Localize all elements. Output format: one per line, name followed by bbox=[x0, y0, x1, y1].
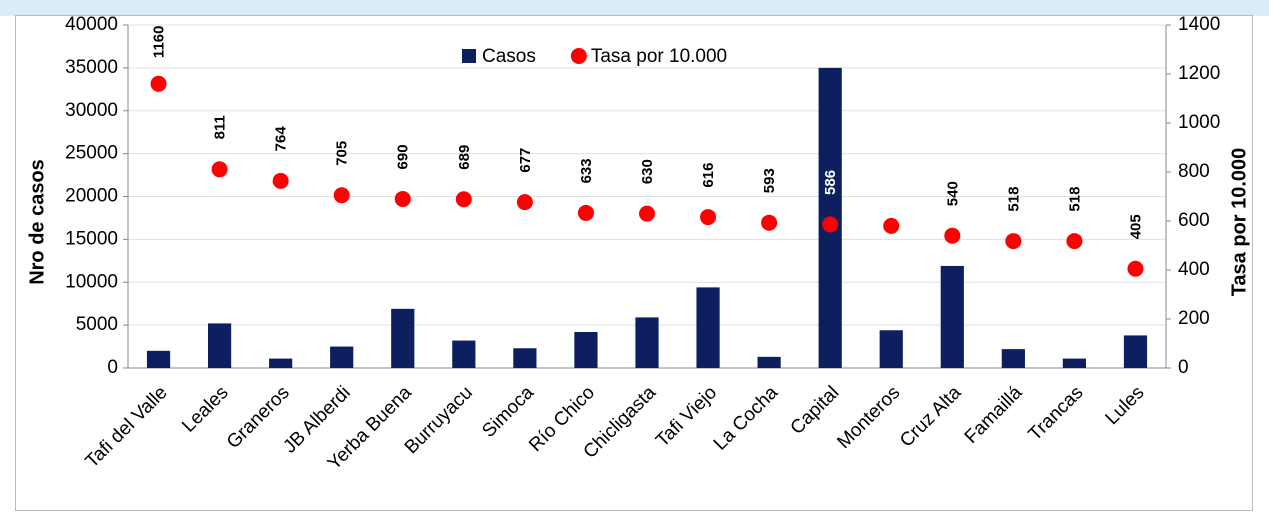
data-label: 586 bbox=[822, 170, 839, 195]
y2-tick-label: 200 bbox=[1178, 308, 1210, 329]
bar bbox=[696, 287, 720, 368]
rate-point bbox=[516, 194, 533, 211]
bar bbox=[574, 331, 598, 368]
rate-point bbox=[577, 204, 594, 221]
data-label: 705 bbox=[334, 141, 351, 166]
rate-point bbox=[700, 209, 717, 226]
data-label: 690 bbox=[395, 144, 412, 169]
data-label: 593 bbox=[761, 168, 778, 193]
bar bbox=[1062, 358, 1087, 368]
bar bbox=[330, 346, 354, 368]
y-tick-label: 5000 bbox=[76, 314, 118, 335]
data-label: 633 bbox=[578, 158, 595, 183]
rate-point bbox=[150, 75, 167, 92]
x-tick-label: La Cocha bbox=[710, 382, 783, 455]
data-label: 518 bbox=[1066, 187, 1083, 212]
x-tick-label: Capital bbox=[787, 382, 844, 439]
data-label: 677 bbox=[517, 148, 534, 173]
y-tick-label: 40000 bbox=[65, 14, 118, 35]
x-tick-label: Monteros bbox=[833, 382, 904, 453]
rate-point bbox=[1066, 233, 1083, 250]
chart-frame bbox=[15, 15, 1253, 511]
rate-point bbox=[822, 216, 839, 233]
y2-tick-label: 1200 bbox=[1178, 63, 1220, 84]
y-tick-label: 30000 bbox=[65, 100, 118, 121]
legend-swatch bbox=[462, 49, 476, 63]
rate-point bbox=[639, 205, 655, 222]
bar bbox=[879, 330, 903, 368]
y2-axis-title: Tasa por 10.000 bbox=[1228, 148, 1250, 297]
y-tick-label: 20000 bbox=[65, 186, 118, 207]
rate-point bbox=[333, 187, 350, 204]
x-tick-label: Lules bbox=[1102, 382, 1149, 429]
rate-point bbox=[944, 227, 961, 244]
y2-tick-label: 1000 bbox=[1178, 112, 1220, 133]
y-tick-label: 15000 bbox=[65, 228, 118, 249]
bar bbox=[207, 323, 232, 368]
data-label: 518 bbox=[1005, 187, 1022, 212]
rate-point bbox=[272, 172, 289, 189]
y-axis-title: Nro de casos bbox=[26, 159, 48, 285]
rate-point bbox=[211, 161, 228, 178]
data-label: 405 bbox=[1127, 214, 1144, 239]
bar bbox=[146, 350, 171, 368]
data-label: 689 bbox=[456, 145, 473, 170]
data-label: 764 bbox=[273, 126, 290, 152]
bar bbox=[1001, 349, 1025, 368]
data-label: 811 bbox=[212, 115, 229, 139]
x-tick-label: Simoca bbox=[478, 382, 538, 442]
x-tick-label: Cruz Alta bbox=[896, 382, 966, 452]
legend-swatch bbox=[570, 48, 587, 64]
rate-point bbox=[883, 217, 900, 234]
rate-point bbox=[761, 214, 778, 231]
data-label: 630 bbox=[639, 159, 656, 184]
x-tick-label: Tafi del Valle bbox=[82, 382, 172, 472]
bar bbox=[269, 358, 293, 368]
y2-tick-label: 400 bbox=[1178, 259, 1210, 280]
rate-point bbox=[455, 191, 472, 208]
data-label: 540 bbox=[944, 181, 961, 206]
y2-tick-label: 0 bbox=[1178, 357, 1189, 378]
bar bbox=[1123, 335, 1148, 368]
bar bbox=[940, 265, 964, 368]
y-tick-label: 10000 bbox=[65, 271, 118, 292]
y2-tick-label: 600 bbox=[1178, 210, 1210, 231]
y2-tick-label: 800 bbox=[1178, 161, 1210, 182]
x-tick-label: Trancas bbox=[1025, 382, 1088, 445]
y2-tick-label: 1400 bbox=[1178, 14, 1220, 35]
bar bbox=[757, 356, 781, 368]
x-tick-label: Leales bbox=[178, 382, 232, 436]
legend-label: Casos bbox=[482, 46, 536, 67]
data-label: 1160 bbox=[150, 26, 167, 59]
legend-label: Tasa por 10.000 bbox=[591, 46, 727, 67]
y-tick-label: 35000 bbox=[65, 57, 118, 78]
y-tick-label: 0 bbox=[107, 357, 118, 378]
header-strip bbox=[0, 0, 1269, 16]
bar bbox=[452, 340, 476, 368]
rate-point bbox=[1127, 260, 1144, 277]
rate-point bbox=[394, 190, 411, 207]
bar bbox=[635, 317, 659, 368]
bar bbox=[513, 348, 537, 368]
bar bbox=[391, 308, 415, 368]
rate-point bbox=[1005, 233, 1022, 250]
y-tick-label: 25000 bbox=[65, 143, 118, 164]
x-tick-label: Famaillá bbox=[961, 382, 1027, 448]
data-label: 616 bbox=[700, 163, 717, 188]
